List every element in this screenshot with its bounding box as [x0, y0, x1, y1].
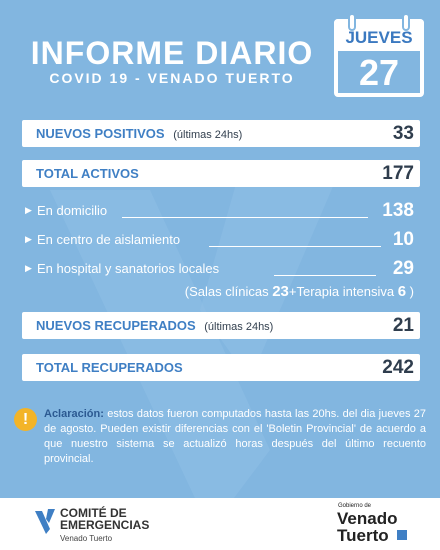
disclaimer-body: estos datos fueron computados hasta las …: [44, 408, 426, 465]
footer: COMITÉ DE EMERGENCIAS Venado Tuerto Gobi…: [0, 498, 440, 550]
stat-total-activos: TOTAL ACTIVOS 177: [22, 160, 420, 187]
committee-line1: COMITÉ DE: [60, 506, 127, 520]
row-label: En centro de aislamiento: [37, 232, 181, 247]
row-label: En hospital y sanatorios locales: [37, 261, 220, 276]
stat-label: NUEVOS RECUPERADOS: [36, 318, 196, 333]
committee-line2: EMERGENCIAS: [60, 518, 150, 532]
salas-label: Salas clínicas: [189, 284, 269, 299]
stat-note: (últimas 24hs): [173, 129, 243, 141]
row-label: En domicilio: [37, 203, 108, 218]
row-value: 138: [382, 200, 414, 221]
salas-value: 23: [272, 283, 289, 300]
disclaimer-lead: Aclaración:: [44, 408, 104, 420]
calendar-ring-left: [348, 13, 356, 31]
terapia-label: Terapia intensiva: [296, 284, 395, 299]
calendar-icon: JUEVES 27: [334, 13, 424, 97]
gobierno-line1: Venado: [337, 509, 398, 528]
warning-icon: !: [14, 408, 37, 431]
page-title: INFORME DIARIO: [30, 35, 314, 71]
breakdown-row-domicilio: ▶ En domicilio 138: [22, 200, 420, 222]
paren-close: ): [409, 284, 414, 299]
paren-open: (: [184, 284, 190, 299]
stat-value: 177: [382, 163, 414, 184]
gobierno-label: Gobierno de: [338, 503, 372, 509]
breakdown-row-aislamiento: ▶ En centro de aislamiento 10: [22, 229, 420, 251]
plus-sign: +: [288, 284, 297, 299]
disclaimer-text: Aclaración: estos datos fueron computado…: [44, 407, 426, 467]
row-value: 29: [392, 258, 414, 279]
committee-sub: Venado Tuerto: [60, 534, 113, 543]
stat-label: NUEVOS POSITIVOS: [36, 126, 165, 141]
stat-total-recuperados: TOTAL RECUPERADOS 242: [22, 354, 420, 381]
page-subtitle: COVID 19 - VENADO TUERTO: [49, 70, 295, 86]
stat-label: TOTAL ACTIVOS: [36, 166, 139, 181]
bullet-arrow-icon: ▶: [25, 235, 32, 245]
calendar-day: 27: [358, 52, 400, 93]
stat-note: (últimas 24hs): [204, 321, 274, 333]
row-value: 10: [392, 229, 414, 250]
breakdown-row-hospital: ▶ En hospital y sanatorios locales 29: [22, 258, 420, 280]
stat-value: 21: [392, 315, 414, 336]
stat-value: 242: [382, 357, 414, 378]
stat-label: TOTAL RECUPERADOS: [36, 360, 183, 375]
hospital-detail: (Salas clínicas 23+Terapia intensiva 6 ): [22, 281, 420, 303]
stat-value: 33: [392, 123, 414, 144]
terapia-value: 6: [397, 283, 407, 300]
bullet-arrow-icon: ▶: [25, 264, 32, 274]
bullet-arrow-icon: ▶: [25, 206, 32, 216]
stat-label-wrap: NUEVOS POSITIVOS (últimas 24hs): [36, 120, 242, 149]
row-divider-line: [274, 275, 376, 276]
calendar-ring-right: [402, 13, 410, 31]
row-divider-line: [209, 246, 381, 247]
stat-nuevos-recuperados: NUEVOS RECUPERADOS (últimas 24hs) 21: [22, 312, 420, 339]
gobierno-name: Venado Tuerto: [337, 510, 397, 544]
row-divider-line: [122, 217, 368, 218]
header: INFORME DIARIO COVID 19 - VENADO TUERTO …: [0, 0, 440, 110]
gobierno-logo-icon: [397, 530, 407, 540]
committee-name: COMITÉ DE EMERGENCIAS: [60, 507, 149, 531]
stat-nuevos-positivos: NUEVOS POSITIVOS (últimas 24hs) 33: [22, 120, 420, 147]
stat-label-wrap: NUEVOS RECUPERADOS (últimas 24hs): [36, 312, 273, 341]
committee-logo-icon: [35, 509, 55, 534]
gobierno-line2: Tuerto: [337, 526, 389, 545]
